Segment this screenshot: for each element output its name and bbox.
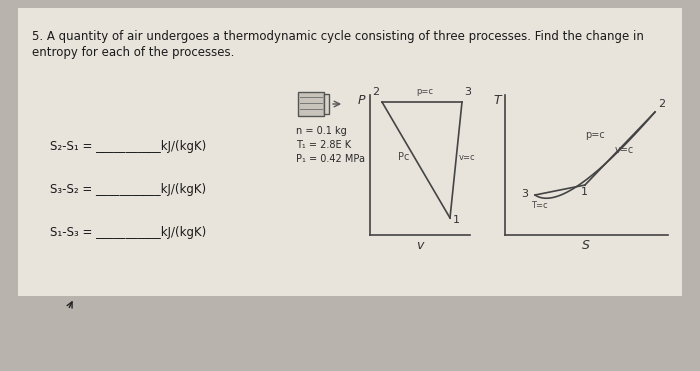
Text: P₁ = 0.42 MPa: P₁ = 0.42 MPa	[296, 154, 365, 164]
Text: S: S	[582, 239, 590, 252]
Text: 5. A quantity of air undergoes a thermodynamic cycle consisting of three process: 5. A quantity of air undergoes a thermod…	[32, 30, 644, 43]
Text: p=c: p=c	[585, 130, 605, 140]
Text: v=c: v=c	[459, 153, 475, 162]
Text: 1: 1	[453, 215, 460, 225]
Text: 2: 2	[658, 99, 665, 109]
Text: 1: 1	[581, 187, 588, 197]
Text: v: v	[416, 239, 424, 252]
Text: v=c: v=c	[615, 145, 634, 155]
Text: T=c: T=c	[531, 201, 547, 210]
Text: S₁-S₃ = ___________kJ/(kgK): S₁-S₃ = ___________kJ/(kgK)	[50, 226, 206, 239]
Bar	[298, 92, 324, 116]
Text: entropy for each of the processes.: entropy for each of the processes.	[32, 46, 234, 59]
Text: 2: 2	[372, 87, 379, 97]
Text: n = 0.1 kg: n = 0.1 kg	[296, 126, 346, 136]
Text: Pc: Pc	[398, 152, 409, 162]
FancyBboxPatch shape	[18, 8, 682, 296]
Text: 3: 3	[464, 87, 471, 97]
Bar	[324, 94, 329, 114]
Text: p=c: p=c	[416, 87, 433, 96]
Text: P: P	[358, 93, 365, 106]
Text: 3: 3	[521, 189, 528, 199]
Text: S₂-S₁ = ___________kJ/(kgK): S₂-S₁ = ___________kJ/(kgK)	[50, 140, 206, 153]
Text: T: T	[493, 93, 500, 106]
Text: S₃-S₂ = ___________kJ/(kgK): S₃-S₂ = ___________kJ/(kgK)	[50, 183, 206, 196]
Text: T₁ = 2.8E K: T₁ = 2.8E K	[296, 140, 351, 150]
